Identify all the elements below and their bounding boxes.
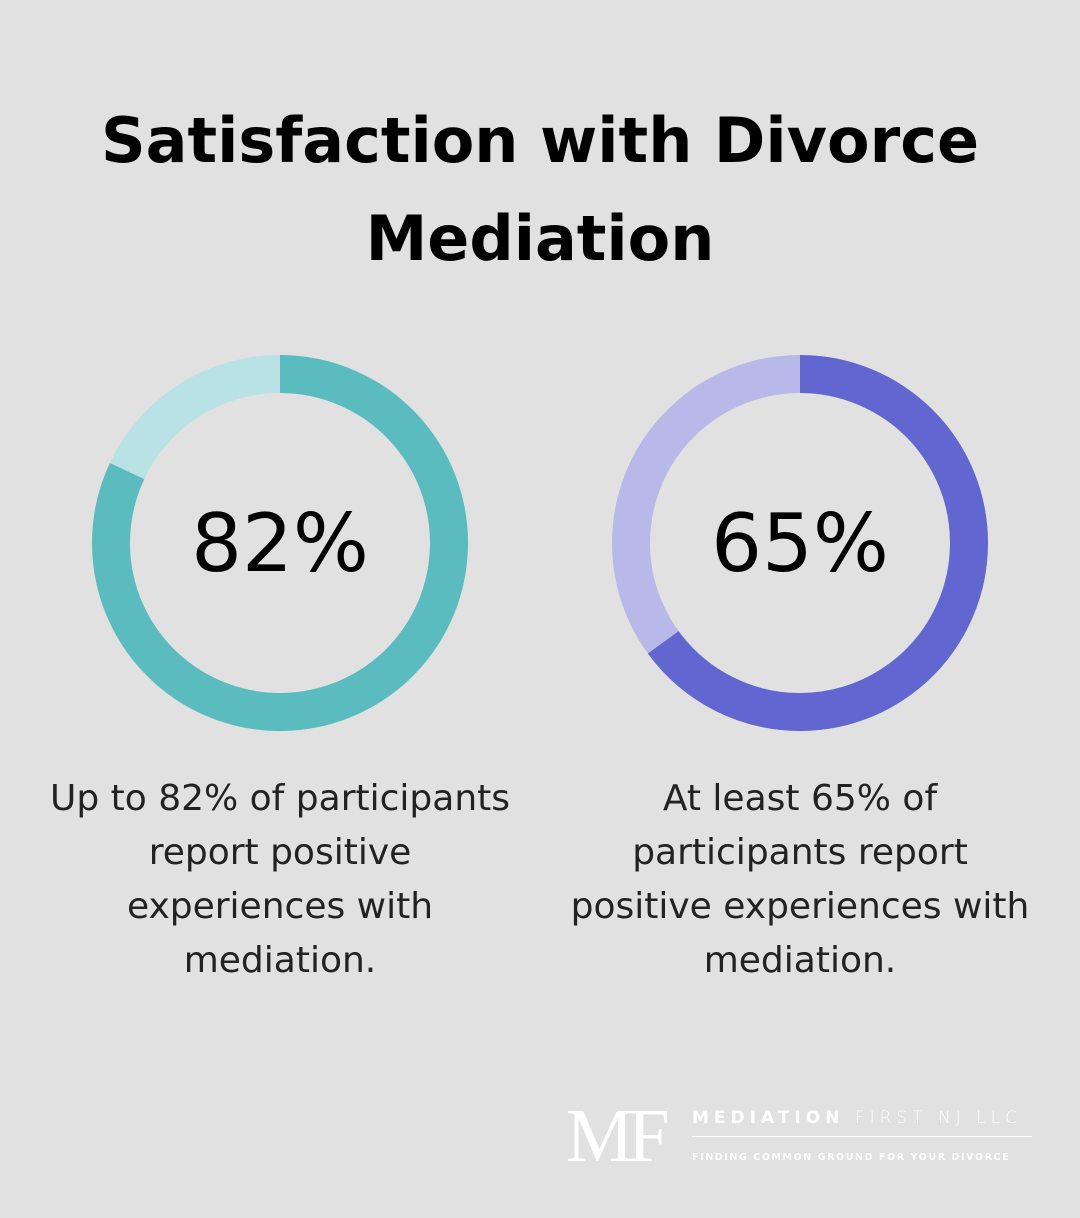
- logo-name-bold: MEDIATION: [692, 1108, 845, 1128]
- logo-name: MEDIATION FIRST NJ LLC: [692, 1108, 1022, 1128]
- caption: At least 65% of participants report posi…: [570, 778, 1030, 981]
- value-label: 82%: [191, 497, 369, 590]
- donut-arc: [647, 355, 988, 731]
- caption: Up to 82% of participants report positiv…: [49, 778, 511, 981]
- value-label: 65%: [711, 497, 889, 590]
- logo-tagline: FINDING COMMON GROUND FOR YOUR DIVORCE: [692, 1152, 1011, 1163]
- logo-mark: MF: [566, 1094, 670, 1178]
- logo-rule: [692, 1136, 1032, 1137]
- logo-name-light: FIRST NJ LLC: [854, 1108, 1022, 1128]
- title: Satisfaction with Divorce Mediation: [100, 104, 980, 275]
- donut-arc: [92, 355, 468, 731]
